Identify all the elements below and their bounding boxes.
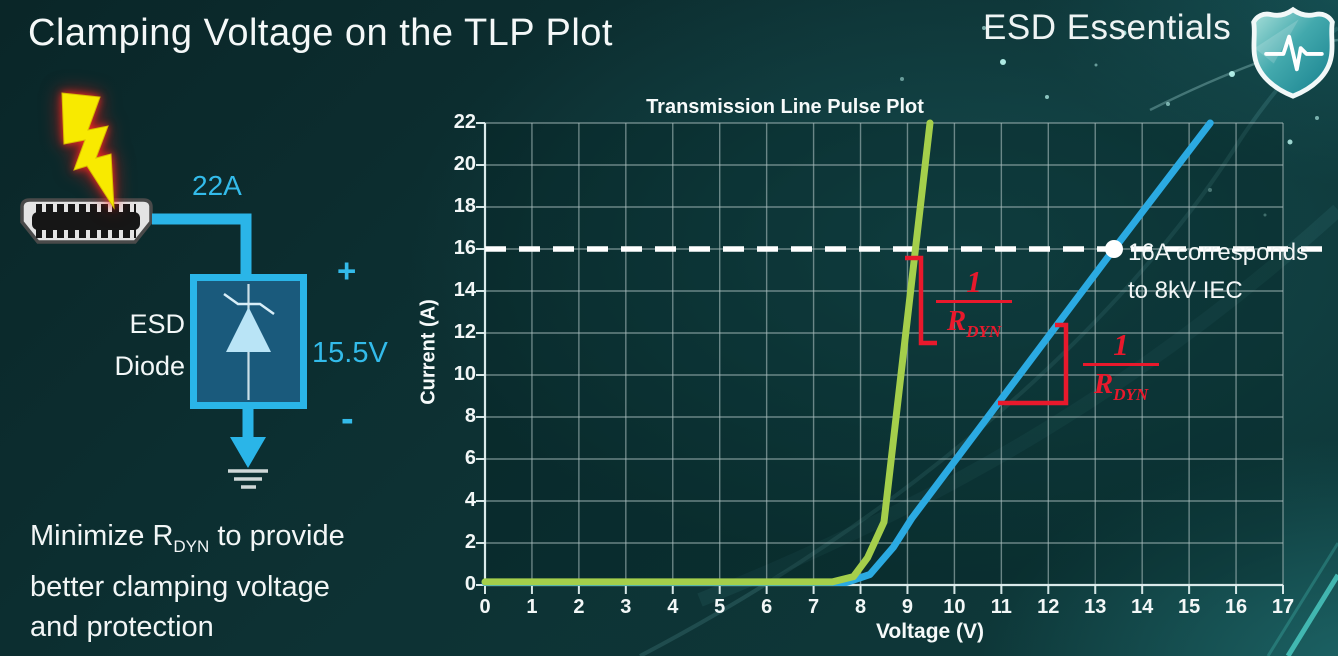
green-curve [481,119,934,586]
x-tick-label: 17 [1271,596,1295,618]
y-tick-label: 16 [453,237,476,259]
zener-bar [223,292,275,316]
x-tick-label: 2 [573,596,585,618]
x-tick-label: 16 [1224,596,1248,618]
rdyn-fraction-green: 1 RDYN [936,263,1012,349]
ground-icon [228,405,268,489]
page-title: Clamping Voltage on the TLP Plot [28,12,613,54]
wire [152,213,252,278]
minus-label: - [341,398,354,440]
y-tick-label: 22 [453,111,476,133]
y-tick-label: 12 [453,321,476,343]
slope-indicator-green [905,255,937,346]
x-axis-label: Voltage (V) [875,620,985,643]
y-axis-label: Current (A) [417,299,440,405]
plot-area [485,123,1283,585]
x-tick-label: 11 [990,596,1012,618]
x-tick-label: 6 [761,596,773,618]
brand-name: ESD Essentials [983,8,1232,47]
y-tick-label: 0 [464,573,476,595]
esd-diode-box [190,274,307,409]
note-line-3: and protection [30,610,214,643]
x-tick-label: 15 [1177,596,1201,618]
y-tick-label: 6 [464,447,476,469]
shield-pulse-icon [1251,6,1335,99]
x-tick-label: 3 [620,596,632,618]
hdmi-connector-icon [20,198,153,244]
y-tick-label: 18 [453,195,476,217]
x-tick-label: 12 [1037,596,1060,618]
esd-diode-label: ESD Diode [114,309,185,381]
x-tick-label: 10 [943,596,966,618]
lightning-bolt-icon [61,92,115,210]
x-tick-label: 14 [1131,596,1154,618]
plus-label: + [337,252,357,289]
x-tick-label: 8 [854,596,867,618]
diode-triangle [226,307,271,352]
x-tick-label: 5 [714,596,726,618]
rdyn-fraction-blue: 1 RDYN [1083,326,1159,412]
y-tick-label: 14 [453,279,476,301]
y-tick-label: 20 [453,153,476,175]
x-tick-label: 1 [526,596,538,618]
y-tick-label: 2 [464,531,476,553]
surge-current-label: 22A [192,170,242,201]
chart-title: Transmission Line Pulse Plot [646,96,924,118]
marker-annotation: 16A corresponds to 8kV IEC [1128,239,1309,304]
x-tick-label: 0 [479,596,491,618]
y-tick-label: 4 [464,489,476,511]
x-tick-label: 13 [1084,596,1107,618]
note-line-2: better clamping voltage [30,570,330,603]
note-text: Minimize RDYN to provide better clamping… [30,516,345,647]
clamp-voltage-label: 15.5V [312,337,388,369]
y-tick-label: 10 [453,363,476,385]
x-tick-label: 7 [808,596,820,618]
note-line-1: Minimize RDYN to provide [30,520,345,556]
marker-dot [1105,240,1124,258]
x-tick-label: 4 [667,596,679,618]
x-tick-label: 9 [901,596,914,618]
y-tick-label: 8 [464,405,476,427]
